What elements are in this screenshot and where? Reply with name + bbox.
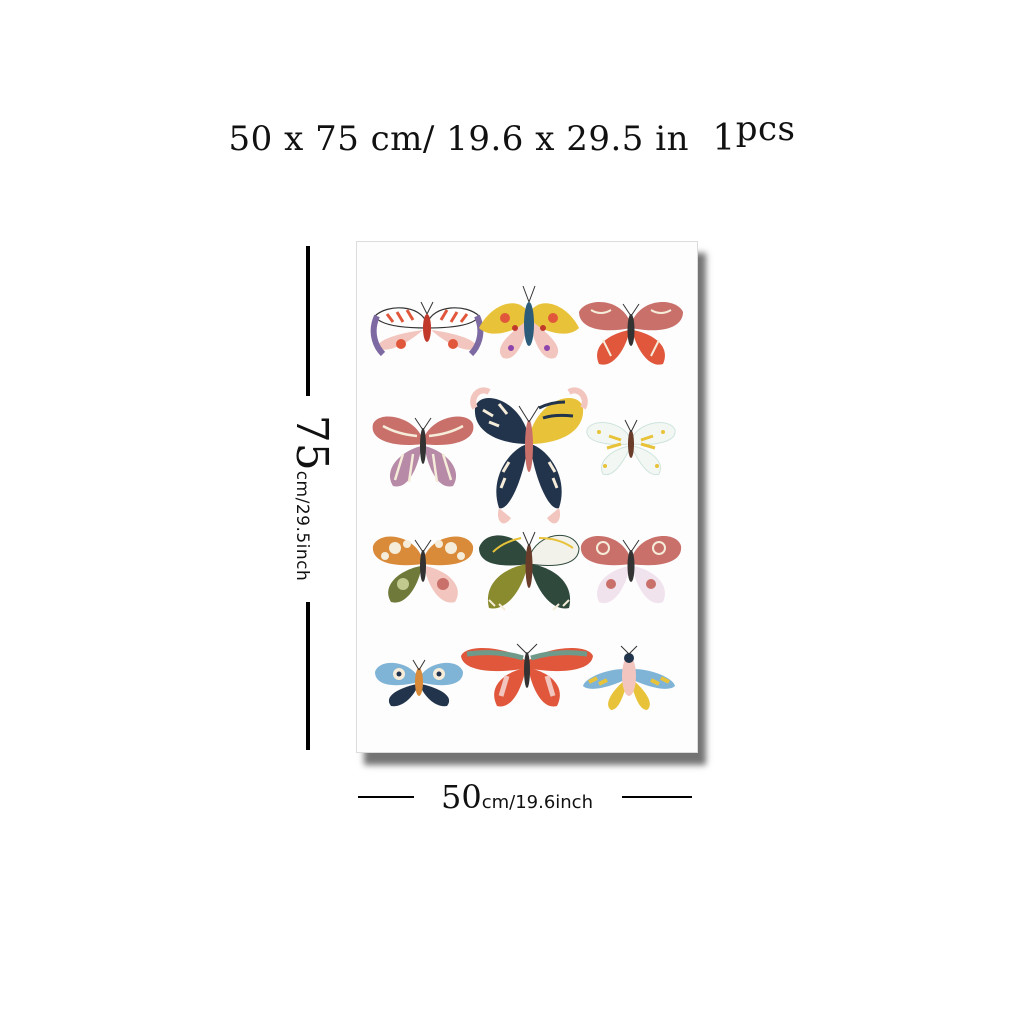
butterfly-7 bbox=[372, 536, 474, 603]
title-in-unit: in bbox=[655, 119, 690, 159]
butterfly-5 bbox=[470, 387, 588, 524]
height-dimension-line-bottom bbox=[306, 602, 310, 750]
butterfly-12 bbox=[583, 645, 675, 710]
butterfly-3 bbox=[579, 302, 683, 365]
title-times-1: x bbox=[284, 119, 304, 159]
height-dimension-line-top bbox=[306, 246, 310, 396]
butterfly-8 bbox=[479, 531, 580, 611]
canvas-print bbox=[356, 241, 698, 753]
height-unit-text: cm/29.5inch bbox=[292, 470, 312, 582]
title-width-in: 19.6 bbox=[446, 119, 524, 159]
height-value: 75 bbox=[286, 414, 337, 471]
title-height-in: 29.5 bbox=[566, 119, 644, 159]
width-dimension-line-right bbox=[622, 796, 692, 798]
butterfly-9 bbox=[580, 535, 682, 604]
butterfly-1 bbox=[370, 301, 484, 357]
product-size-title: 50 x 75 cm/ 19.6 x 29.5 in 1pcs bbox=[0, 109, 1024, 159]
title-quantity: 1 bbox=[712, 118, 736, 159]
width-value: 50 bbox=[440, 778, 482, 816]
title-quantity-unit: pcs bbox=[735, 109, 796, 149]
butterfly-10 bbox=[375, 659, 463, 707]
width-unit-text: cm/19.6inch bbox=[481, 792, 593, 813]
butterfly-artwork bbox=[370, 285, 683, 710]
title-height-cm: 75 bbox=[315, 119, 360, 159]
butterfly-4 bbox=[372, 416, 474, 487]
title-times-2: x bbox=[535, 119, 555, 159]
butterfly-11 bbox=[461, 643, 593, 707]
title-width-cm: 50 bbox=[228, 119, 273, 159]
butterfly-6 bbox=[586, 419, 676, 476]
title-cm-unit: cm/ bbox=[370, 119, 435, 159]
width-dimension-line-left bbox=[358, 796, 414, 798]
width-dimension-label: 50cm/19.6inch bbox=[414, 778, 620, 816]
butterfly-2 bbox=[479, 285, 579, 359]
